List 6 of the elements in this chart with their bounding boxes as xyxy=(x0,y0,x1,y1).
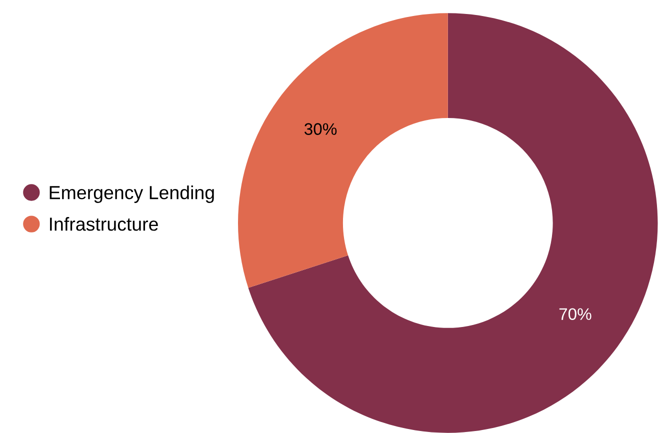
legend-label: Emergency Lending xyxy=(50,185,214,203)
donut-slice xyxy=(238,13,448,288)
data-label: 70% xyxy=(559,308,592,320)
legend-label: Infrastructure xyxy=(50,217,158,231)
donut-slice xyxy=(248,13,658,433)
data-label: 30% xyxy=(304,123,337,135)
